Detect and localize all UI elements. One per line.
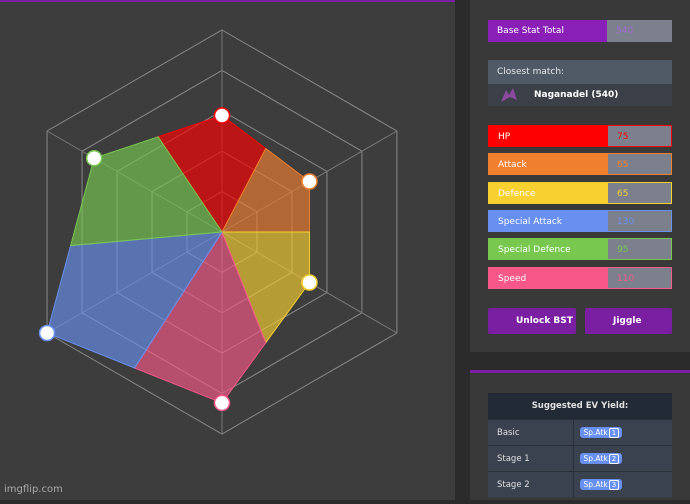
bst-row: Base Stat Total 540 — [488, 20, 672, 42]
stat-value: 65 — [608, 154, 671, 175]
ev-badge: Sp.Atk 1 — [580, 426, 623, 438]
watermark: imgflip.com — [4, 484, 63, 495]
ev-stage: Basic — [488, 419, 574, 446]
ev-amount: 3 — [608, 479, 620, 490]
stat-name: Speed — [489, 267, 608, 288]
jiggle-button[interactable]: Jiggle — [585, 308, 672, 334]
closest-name[interactable]: Naganadel (540) — [534, 90, 619, 100]
ev-stat: Sp.Atk — [583, 479, 608, 489]
ev-stat: Sp.Atk — [583, 453, 608, 463]
button-label: Unlock BST — [516, 316, 573, 326]
ev-stage: Stage 2 — [488, 471, 574, 497]
stat-handle[interactable] — [301, 274, 318, 291]
stat-name: HP — [489, 126, 608, 146]
stat-value: 130 — [608, 210, 671, 231]
stat-row: Speed 110 — [488, 266, 672, 289]
chart-panel — [0, 0, 455, 500]
stat-value: 110 — [608, 267, 671, 288]
side-panel — [470, 0, 690, 352]
stat-handle[interactable] — [301, 173, 318, 190]
ev-yield: Sp.Atk 3 — [573, 471, 672, 497]
stat-row: HP 75 — [488, 125, 672, 147]
stat-name: Defence — [489, 182, 608, 203]
unlock-button[interactable]: Unlock BST — [488, 308, 576, 334]
ev-row: Stage 2 Sp.Atk 3 — [488, 471, 672, 497]
stat-handle[interactable] — [213, 107, 231, 124]
ev-stat: Sp.Atk — [583, 427, 608, 437]
pokemon-icon — [501, 88, 517, 102]
stat-name: Attack — [489, 154, 608, 175]
ev-yield: Sp.Atk 1 — [573, 419, 672, 446]
bst-value: 540 — [607, 20, 672, 42]
bst-label: Base Stat Total — [488, 20, 607, 42]
ev-stage: Stage 1 — [488, 445, 574, 472]
closest-label: Closest match: — [488, 60, 672, 84]
ev-amount: 1 — [608, 427, 620, 438]
stat-handle[interactable] — [213, 394, 231, 412]
stat-row: Defence 65 — [488, 181, 672, 204]
stat-value: 95 — [608, 239, 671, 260]
radar-chart — [38, 29, 398, 435]
ev-yield: Sp.Atk 2 — [573, 445, 672, 472]
stat-value: 75 — [608, 126, 671, 146]
ev-title: Suggested EV Yield: — [488, 393, 672, 420]
stat-name: Special Defence — [489, 239, 608, 260]
ev-badge: Sp.Atk 3 — [580, 478, 623, 490]
stat-row: Attack 65 — [488, 153, 672, 176]
stat-name: Special Attack — [489, 210, 608, 231]
closest-match: Closest match: Naganadel (540) — [488, 60, 672, 106]
ev-row: Stage 1 Sp.Atk 2 — [488, 445, 672, 472]
ev-badge: Sp.Atk 2 — [580, 452, 623, 464]
stat-handle[interactable] — [85, 149, 103, 167]
stat-handle[interactable] — [38, 324, 56, 342]
stat-value: 65 — [608, 182, 671, 203]
stat-row: Special Defence 95 — [488, 238, 672, 261]
button-label: Jiggle — [613, 316, 642, 326]
stat-row: Special Attack 130 — [488, 209, 672, 232]
ev-amount: 2 — [608, 453, 620, 464]
ev-row: Basic Sp.Atk 1 — [488, 419, 672, 446]
